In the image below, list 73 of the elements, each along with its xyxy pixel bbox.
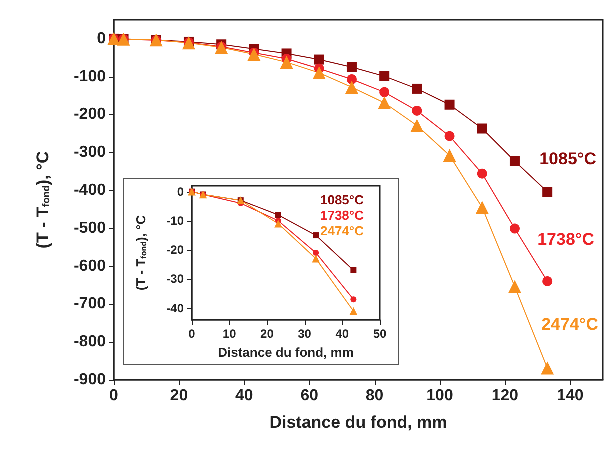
y-tick-label: -20 (166, 243, 184, 258)
y-tick-label: -400 (74, 182, 106, 200)
point (477, 124, 488, 134)
point (510, 156, 520, 166)
x-tick-label: 40 (236, 388, 254, 404)
point (215, 41, 228, 54)
point (541, 362, 554, 375)
point (275, 212, 282, 218)
x-tick-label: 40 (336, 327, 350, 341)
x-tick-label: 0 (188, 327, 196, 341)
point (542, 276, 553, 286)
point (476, 201, 489, 214)
point (380, 71, 390, 82)
x-tick-label: 60 (300, 388, 319, 404)
series-label: 1085°C (320, 192, 365, 208)
y-tick-label: -800 (74, 334, 106, 351)
point (508, 280, 522, 294)
point (412, 106, 422, 116)
point (312, 66, 326, 80)
point (248, 48, 261, 61)
point (313, 250, 320, 256)
x-tick-label: 120 (492, 388, 519, 404)
point (412, 84, 422, 94)
y-tick-label: -100 (74, 68, 106, 86)
series-label: 1738°C (320, 208, 365, 223)
point (280, 56, 294, 69)
point (477, 168, 488, 179)
x-tick-label: 80 (366, 388, 384, 404)
point (510, 224, 520, 234)
x-tick-label: 30 (298, 327, 312, 341)
point (410, 119, 424, 132)
series-label: 2474°C (320, 224, 365, 238)
x-axis-title: Distance du fond, mm (218, 345, 354, 360)
x-tick-label: 140 (557, 388, 584, 404)
x-tick-label: 0 (110, 388, 119, 404)
point (350, 267, 357, 274)
y-tick-label: -10 (166, 214, 184, 228)
series-label: 1738°C (538, 230, 594, 249)
point (444, 100, 455, 110)
series-label: 2474°C (542, 314, 598, 334)
series-label: 1085°C (540, 150, 596, 169)
y-tick-label: 0 (177, 184, 184, 199)
y-tick-label: -30 (166, 272, 184, 286)
y-tick-label: -300 (74, 144, 106, 162)
x-tick-label: 10 (222, 327, 237, 341)
point (542, 187, 553, 198)
point (313, 232, 320, 239)
x-tick-label: 20 (170, 388, 188, 404)
point (346, 62, 357, 72)
point (345, 80, 358, 94)
x-axis-title: Distance du fond, mm (270, 413, 448, 432)
point (350, 307, 358, 316)
x-tick-label: 50 (373, 327, 387, 341)
point (443, 149, 456, 162)
y-tick-label: -900 (74, 372, 106, 388)
y-tick-label: -700 (74, 296, 106, 313)
point (380, 87, 390, 98)
y-tick-label: -200 (74, 106, 106, 124)
point (314, 54, 324, 65)
x-tick-label: 100 (426, 388, 454, 404)
y-tick-label: 0 (97, 30, 106, 48)
point (444, 131, 455, 142)
point (274, 220, 282, 228)
point (312, 254, 320, 263)
y-tick-label: -40 (166, 301, 184, 316)
x-tick-label: 20 (260, 327, 274, 341)
y-tick-label: -600 (74, 258, 106, 275)
point (346, 74, 357, 84)
y-axis-title: (T - Tfond), °C (134, 214, 148, 291)
y-tick-label: -500 (74, 220, 106, 237)
point (350, 296, 357, 303)
y-axis-title: (T - Tfond), °C (34, 151, 52, 249)
point (378, 96, 392, 110)
